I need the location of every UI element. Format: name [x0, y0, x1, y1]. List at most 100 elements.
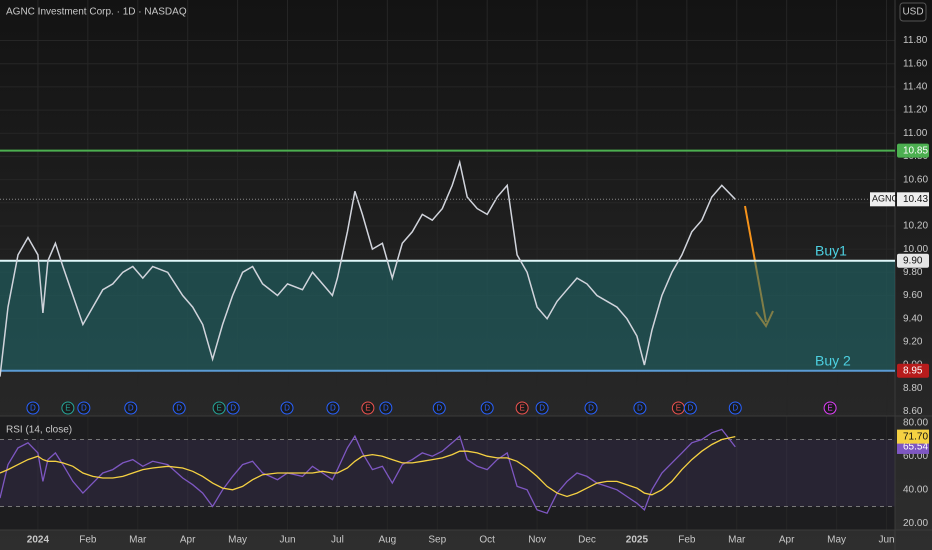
rsi-pane — [0, 416, 895, 530]
event-marker — [379, 401, 393, 415]
currency-box — [899, 2, 927, 22]
x-tick-label: 2024 — [27, 535, 50, 546]
rsi-tag — [897, 429, 929, 444]
x-tick-label: Oct — [479, 535, 495, 546]
event-label: D — [81, 404, 87, 413]
x-tick-label: Mar — [728, 535, 746, 546]
symbol-tag — [870, 192, 895, 207]
y-tick-label: 9.20 — [903, 336, 923, 347]
rsi-band-fill — [0, 439, 895, 507]
event-label: E — [676, 404, 681, 413]
x-tick-label: 2025 — [626, 535, 649, 546]
level-tag — [897, 363, 929, 378]
x-tick-label: Apr — [180, 535, 196, 546]
x-tick-label: Sep — [428, 535, 446, 546]
x-tick-label: Aug — [378, 535, 396, 546]
y-tick-label: 8.60 — [903, 406, 923, 417]
event-label: D — [30, 404, 36, 413]
event-marker — [61, 401, 75, 415]
event-marker — [432, 401, 446, 415]
series-line — [0, 428, 736, 514]
event-marker — [633, 401, 647, 415]
event-label: D — [330, 404, 336, 413]
y-tick-label: 11.40 — [903, 82, 928, 93]
event-label: D — [176, 404, 182, 413]
y-tick-label: 80.00 — [903, 417, 928, 428]
event-label: E — [519, 404, 524, 413]
event-label: D — [230, 404, 236, 413]
x-tick-label: Apr — [779, 535, 795, 546]
y-tick-label: 40.00 — [903, 484, 928, 495]
y-tick-label: 11.00 — [903, 128, 928, 139]
event-marker — [535, 401, 549, 415]
event-label: E — [827, 404, 832, 413]
y-tick-label: 10.60 — [903, 174, 928, 185]
event-label: D — [436, 404, 442, 413]
event-marker — [823, 401, 837, 415]
currency: USD — [902, 7, 923, 18]
level-tag — [897, 143, 929, 158]
event-label: D — [687, 404, 693, 413]
event-label: D — [637, 404, 643, 413]
buy-zone — [0, 260, 895, 371]
rsi-title: RSI (14, close) — [6, 425, 72, 436]
event-marker — [480, 401, 494, 415]
event-marker — [226, 401, 240, 415]
y-tick-label: 60.00 — [903, 451, 928, 462]
x-tick-label: Jun — [279, 535, 295, 546]
x-tick-label: Feb — [678, 535, 696, 546]
event-marker — [77, 401, 91, 415]
event-label: D — [128, 404, 134, 413]
x-tick-label: Feb — [79, 535, 97, 546]
level-tag-label: 10.85 — [903, 145, 928, 156]
y-tick-label: 9.80 — [903, 267, 923, 278]
event-label: D — [588, 404, 594, 413]
event-marker — [326, 401, 340, 415]
y-tick-label: 20.00 — [903, 518, 928, 529]
event-marker — [515, 401, 529, 415]
event-marker — [124, 401, 138, 415]
event-marker — [280, 401, 294, 415]
event-marker — [212, 401, 226, 415]
event-label: E — [65, 404, 70, 413]
event-marker — [172, 401, 186, 415]
series-line — [0, 159, 736, 377]
event-label: E — [365, 404, 370, 413]
event-label: D — [383, 404, 389, 413]
y-tick-label: 9.40 — [903, 313, 923, 324]
y-tick-label: 10.20 — [903, 221, 928, 232]
event-label: E — [216, 404, 221, 413]
x-tick-label: Mar — [129, 535, 147, 546]
event-marker — [728, 401, 742, 415]
x-tick-label: Jun — [878, 535, 894, 546]
rsi-tag-label: 65.54 — [903, 442, 928, 453]
y-tick-label: 10.00 — [903, 244, 928, 255]
series-line — [0, 435, 736, 498]
chart-title: AGNC Investment Corp. · 1D · NASDAQ — [6, 7, 187, 18]
symbol-tag-label: AGNC — [872, 194, 899, 204]
y-tick-label: 9.60 — [903, 290, 923, 301]
event-marker — [26, 401, 40, 415]
y-tick-label: 8.80 — [903, 383, 923, 394]
rsi-tag-label: 71.70 — [903, 431, 928, 442]
price-tag — [897, 192, 929, 207]
event-marker — [683, 401, 697, 415]
event-label: D — [539, 404, 545, 413]
level-tag-label: 8.95 — [903, 365, 923, 376]
level-tag-label: 9.90 — [903, 255, 923, 266]
event-label: D — [732, 404, 738, 413]
event-label: D — [284, 404, 290, 413]
x-tick-label: May — [827, 535, 846, 546]
event-label: D — [484, 404, 490, 413]
annotation: Buy 2 — [815, 353, 851, 369]
x-tick-label: Jul — [331, 535, 344, 546]
event-marker — [361, 401, 375, 415]
x-tick-label: Nov — [528, 535, 546, 546]
level-tag — [897, 253, 929, 268]
y-tick-label: 11.60 — [903, 58, 928, 69]
y-tick-label: 11.80 — [903, 35, 928, 46]
price-tag-label: 10.43 — [903, 194, 928, 205]
annotation: Buy1 — [815, 242, 847, 258]
y-tick-label: 11.20 — [903, 105, 928, 116]
